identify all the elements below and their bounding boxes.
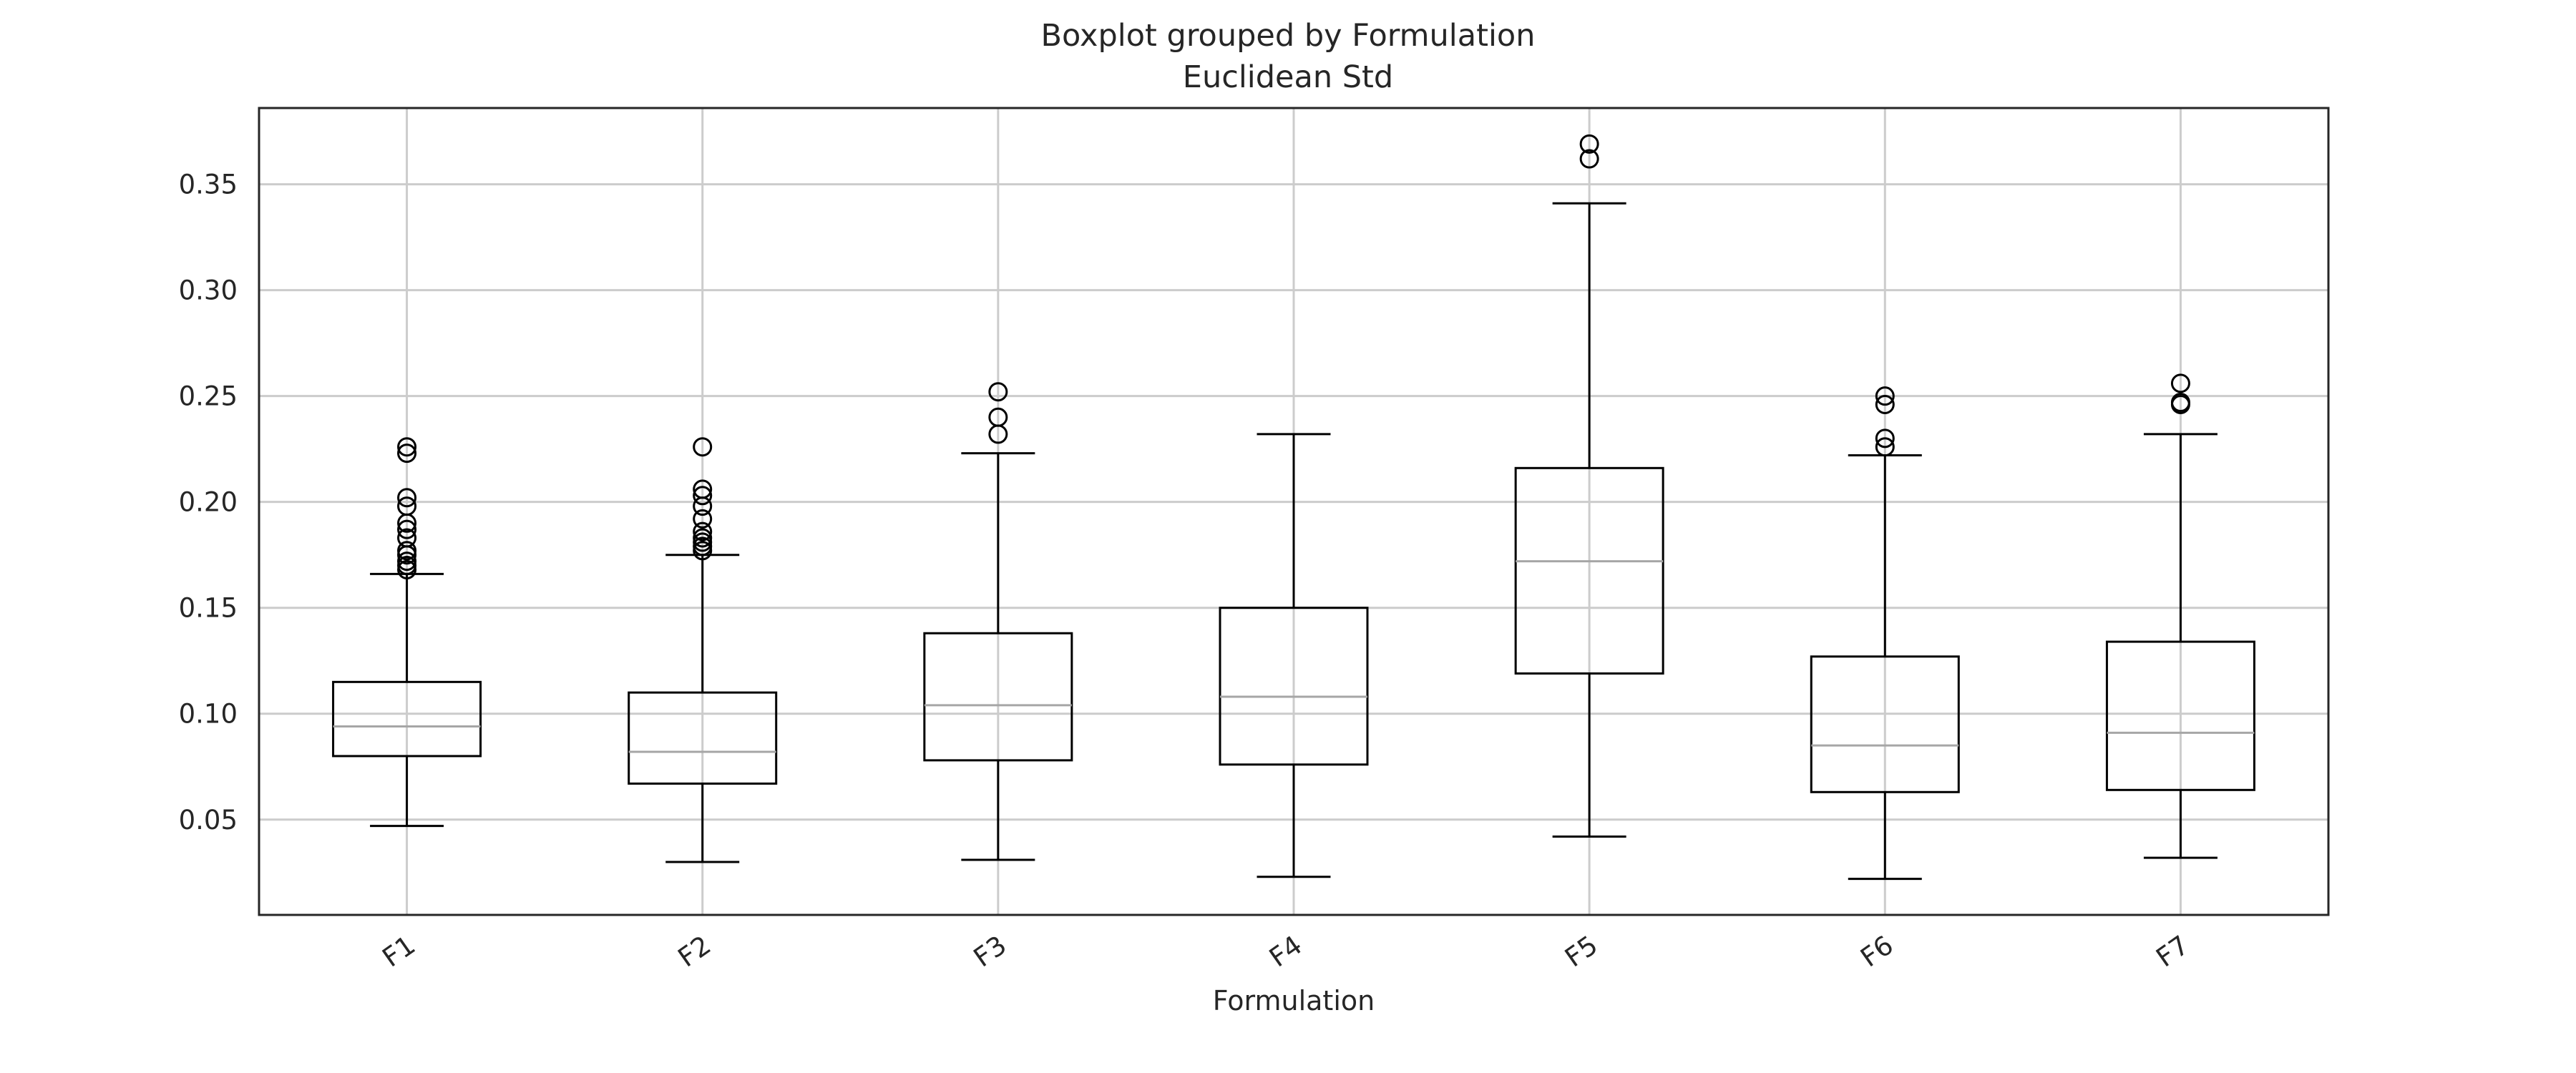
outlier-point bbox=[693, 479, 713, 499]
box-F4 bbox=[1219, 433, 1369, 878]
iqr-box bbox=[2105, 640, 2255, 791]
outlier-point bbox=[1875, 428, 1895, 449]
iqr-box bbox=[923, 632, 1073, 762]
y-tick-label: 0.10 bbox=[179, 699, 238, 730]
outlier-point bbox=[397, 444, 417, 464]
y-tick-label: 0.15 bbox=[179, 593, 238, 624]
x-tick-label: F5 bbox=[1559, 930, 1603, 974]
x-tick-label: F4 bbox=[1264, 930, 1307, 974]
plot-frame bbox=[258, 107, 2330, 916]
x-tick-label: F1 bbox=[377, 930, 421, 974]
x-tick-label: F2 bbox=[673, 930, 716, 974]
iqr-box bbox=[332, 680, 482, 758]
x-tick-label: F6 bbox=[1855, 930, 1898, 974]
box-F1 bbox=[332, 437, 482, 828]
outlier-point bbox=[397, 541, 417, 561]
y-tick-label: 0.20 bbox=[179, 487, 238, 518]
boxes bbox=[332, 134, 2255, 881]
outlier-point bbox=[693, 437, 713, 457]
box-F3 bbox=[923, 382, 1073, 861]
outlier-point bbox=[693, 486, 713, 506]
iqr-box bbox=[1219, 607, 1369, 766]
iqr-box bbox=[1810, 655, 1960, 793]
outlier-point bbox=[397, 552, 417, 572]
x-tick-label: F7 bbox=[2151, 930, 2195, 974]
chart-title: Boxplot grouped by Formulation bbox=[1041, 18, 1536, 54]
box-F2 bbox=[628, 437, 778, 863]
box-F5 bbox=[1514, 134, 1664, 838]
x-tick-label: F3 bbox=[968, 930, 1012, 974]
chart-subtitle: Euclidean Std bbox=[1183, 59, 1393, 95]
outlier-point bbox=[693, 509, 713, 529]
box-F6 bbox=[1810, 386, 1960, 881]
outlier-point bbox=[693, 528, 713, 548]
y-tick-label: 0.35 bbox=[179, 170, 238, 200]
y-tick-label: 0.25 bbox=[179, 381, 238, 412]
y-tick-label: 0.30 bbox=[179, 275, 238, 306]
outlier-point bbox=[988, 382, 1008, 402]
y-tick-label: 0.05 bbox=[179, 805, 238, 836]
outlier-point bbox=[1875, 394, 1895, 414]
outlier-point bbox=[397, 528, 417, 548]
y-tick-labels: 0.05 0.10 0.15 0.20 0.25 0.30 0.35 bbox=[179, 170, 238, 836]
outlier-point bbox=[1579, 149, 1599, 169]
outlier-point bbox=[2170, 393, 2190, 413]
outlier-point bbox=[1579, 134, 1599, 154]
outlier-point bbox=[988, 407, 1008, 427]
x-tick-labels: F1 F2 F3 F4 F5 F6 F7 bbox=[377, 930, 2195, 974]
x-axis-label: Formulation bbox=[1213, 985, 1375, 1016]
outlier-point bbox=[2170, 373, 2190, 393]
outlier-point bbox=[397, 488, 417, 508]
outlier-point bbox=[693, 521, 713, 542]
outlier-point bbox=[397, 519, 417, 539]
outlier-point bbox=[397, 496, 417, 516]
box-F7 bbox=[2105, 373, 2255, 859]
outlier-point bbox=[397, 437, 417, 457]
iqr-box bbox=[1514, 466, 1664, 675]
outlier-point bbox=[1875, 386, 1895, 406]
outlier-point bbox=[1875, 437, 1895, 457]
iqr-box bbox=[628, 691, 778, 785]
